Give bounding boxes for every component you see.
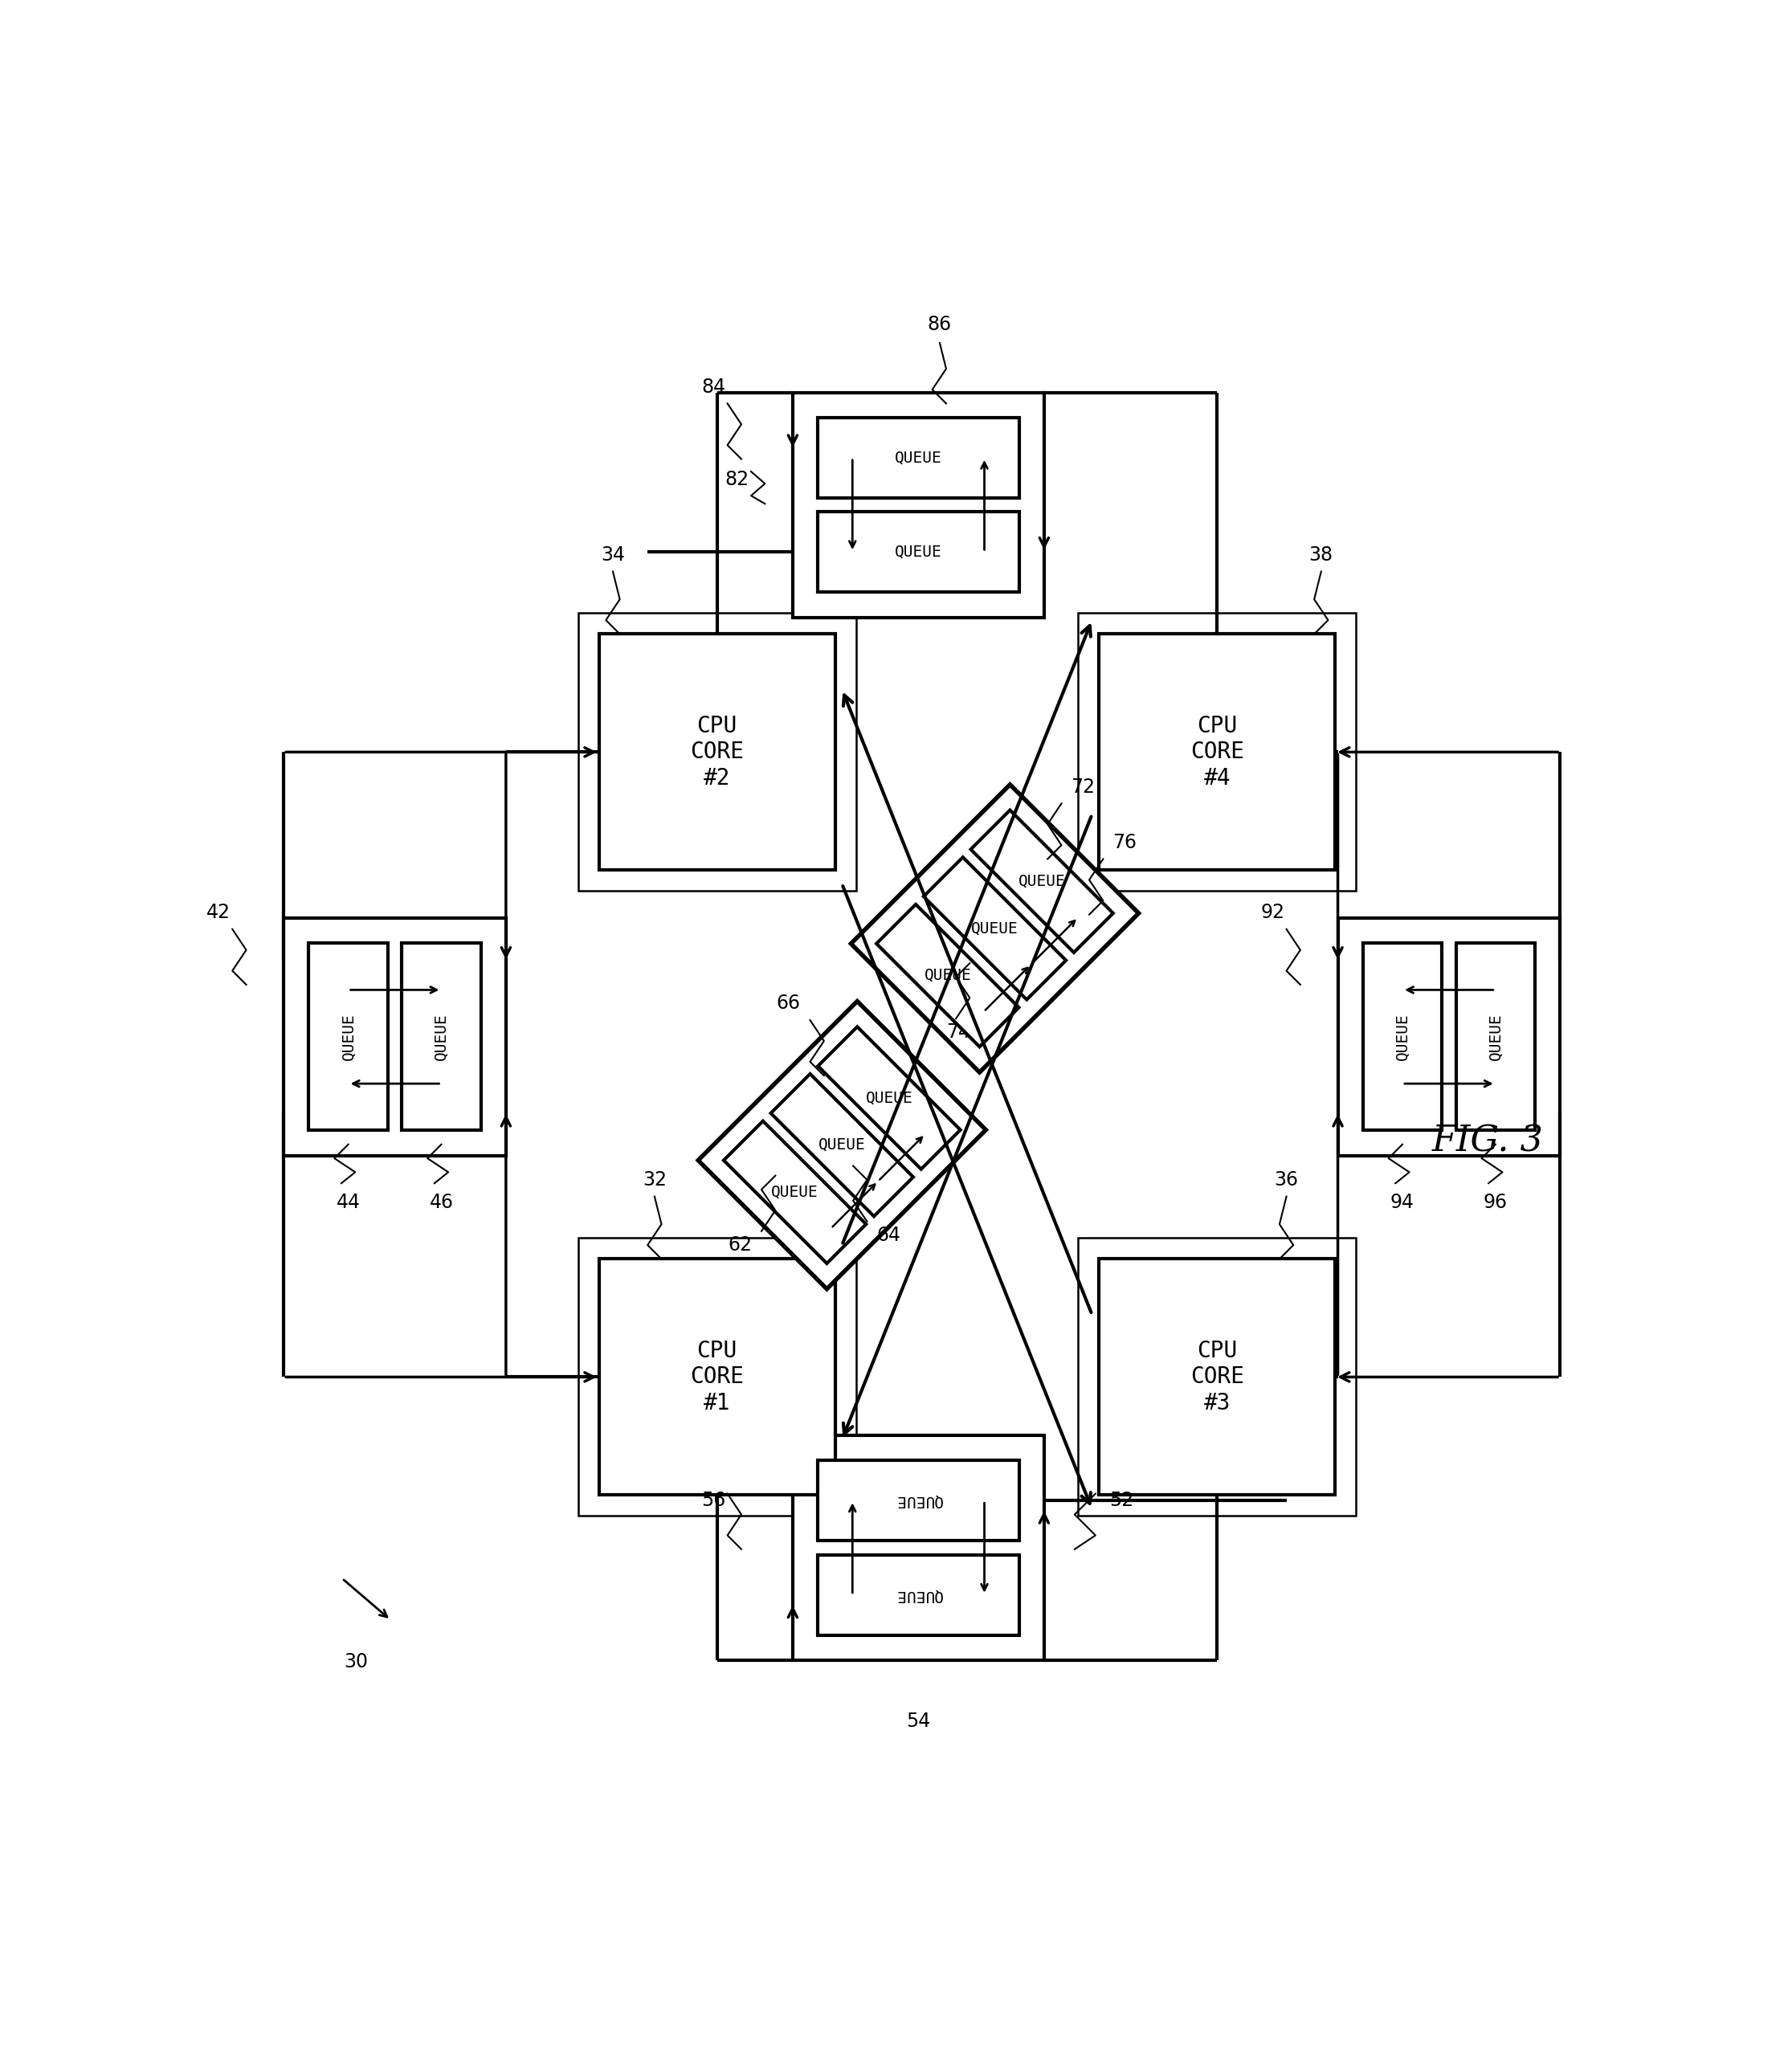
Text: CPU
CORE
#2: CPU CORE #2 [690,714,744,788]
Text: 82: 82 [726,470,749,489]
FancyBboxPatch shape [792,1435,1045,1661]
Text: QUEUE: QUEUE [866,1090,912,1107]
FancyBboxPatch shape [308,942,387,1131]
Text: 54: 54 [907,1712,930,1731]
Text: 92: 92 [1260,903,1285,922]
Text: 64: 64 [876,1226,901,1244]
Text: 86: 86 [926,314,952,335]
FancyBboxPatch shape [792,392,1045,618]
FancyBboxPatch shape [817,1026,961,1168]
Text: QUEUE: QUEUE [894,450,943,466]
FancyBboxPatch shape [771,1074,914,1215]
FancyBboxPatch shape [851,784,1138,1072]
Text: QUEUE: QUEUE [925,967,971,983]
Text: QUEUE: QUEUE [340,1014,357,1059]
Text: 32: 32 [643,1170,667,1189]
FancyBboxPatch shape [876,905,1020,1047]
Text: QUEUE: QUEUE [1394,1014,1410,1059]
FancyBboxPatch shape [1364,942,1443,1131]
Text: 52: 52 [1109,1490,1134,1511]
FancyBboxPatch shape [1079,614,1357,891]
Text: CPU
CORE
#4: CPU CORE #4 [1190,714,1244,788]
FancyBboxPatch shape [599,634,835,870]
Text: 96: 96 [1484,1193,1507,1211]
Text: 38: 38 [1308,546,1333,565]
Text: 72: 72 [1072,778,1095,797]
Text: 44: 44 [337,1193,360,1211]
Text: 66: 66 [776,994,801,1014]
FancyBboxPatch shape [817,417,1020,499]
FancyBboxPatch shape [1079,1238,1357,1515]
FancyBboxPatch shape [817,1460,1020,1542]
FancyBboxPatch shape [817,1554,1020,1636]
Text: QUEUE: QUEUE [771,1185,819,1199]
FancyBboxPatch shape [1455,942,1536,1131]
FancyBboxPatch shape [1339,918,1561,1156]
Text: QUEUE: QUEUE [819,1137,866,1152]
Text: FIG. 3: FIG. 3 [1432,1123,1543,1158]
FancyBboxPatch shape [283,918,505,1156]
Text: CPU
CORE
#3: CPU CORE #3 [1190,1341,1244,1415]
Text: 56: 56 [701,1490,726,1511]
Text: QUEUE: QUEUE [894,1493,943,1509]
Text: 46: 46 [430,1193,453,1211]
FancyBboxPatch shape [817,511,1020,593]
Text: QUEUE: QUEUE [434,1014,450,1059]
Text: 74: 74 [946,1022,969,1043]
Text: 76: 76 [1113,834,1136,852]
Text: CPU
CORE
#1: CPU CORE #1 [690,1341,744,1415]
Text: 30: 30 [344,1653,367,1671]
Text: 84: 84 [701,378,726,396]
FancyBboxPatch shape [599,1258,835,1495]
Text: 62: 62 [728,1236,753,1254]
FancyBboxPatch shape [1098,634,1335,870]
Text: 34: 34 [600,546,625,565]
Text: QUEUE: QUEUE [894,1587,943,1603]
FancyBboxPatch shape [1098,1258,1335,1495]
FancyBboxPatch shape [579,614,857,891]
Text: 42: 42 [206,903,231,922]
FancyBboxPatch shape [923,858,1066,1000]
Text: 36: 36 [1274,1170,1299,1189]
Text: QUEUE: QUEUE [894,544,943,560]
Text: QUEUE: QUEUE [971,922,1018,936]
Text: QUEUE: QUEUE [1018,875,1066,889]
Text: QUEUE: QUEUE [1487,1014,1503,1059]
FancyBboxPatch shape [971,811,1113,953]
FancyBboxPatch shape [401,942,480,1131]
FancyBboxPatch shape [579,1238,857,1515]
Text: 94: 94 [1391,1193,1414,1211]
FancyBboxPatch shape [724,1121,866,1263]
FancyBboxPatch shape [699,1002,986,1289]
